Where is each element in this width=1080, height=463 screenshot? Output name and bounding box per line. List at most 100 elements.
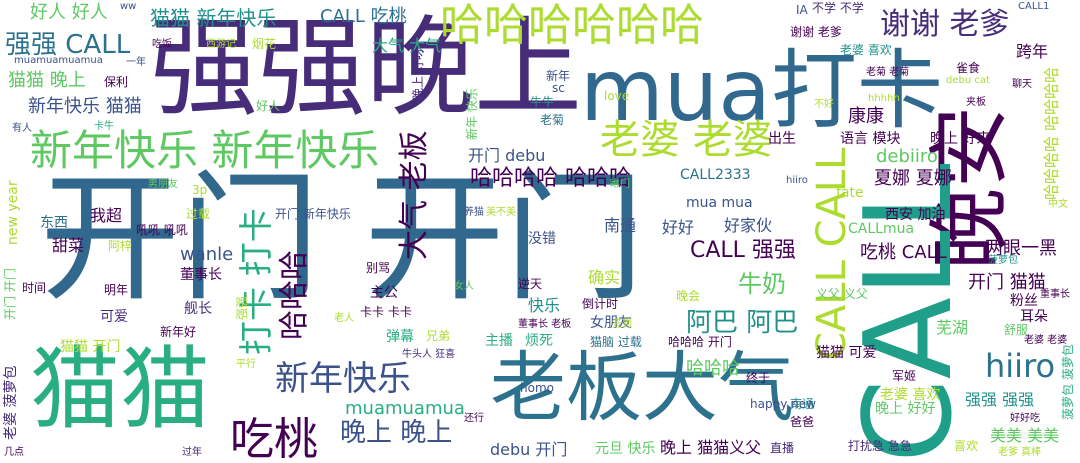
word-shufu: 舒服 bbox=[1004, 323, 1029, 337]
word-xiana: 夏娜 夏娜 bbox=[874, 168, 952, 189]
word-maonao: 猫脑 过载 bbox=[590, 335, 642, 349]
word-junji: 军姬 bbox=[892, 369, 917, 383]
word-kaimen-maomao: 开门 猫猫 bbox=[968, 272, 1046, 293]
word-daka: 打卡 打卡 bbox=[237, 208, 277, 355]
word-haohao: 好好 bbox=[662, 218, 695, 237]
word-hahahaha: 哈哈哈哈 哈哈哈 bbox=[470, 166, 631, 191]
word-wanle: wanle bbox=[180, 244, 234, 265]
word-xinnian-kuaile: 新年快乐 bbox=[275, 359, 411, 399]
word-tiancai: 甜菜 bbox=[52, 236, 85, 255]
word-fensi: 粉丝 bbox=[1010, 293, 1038, 309]
word-muamuamuamua: muamuamuamua bbox=[14, 55, 103, 66]
word-xinnian-v: 新年 快乐 bbox=[465, 88, 479, 140]
word-dongxi: 东西 bbox=[40, 215, 68, 231]
word-huanxing: 还行 bbox=[464, 413, 484, 424]
word-hhhhh: hhhhh bbox=[868, 93, 900, 104]
word-nantong2: 南通 bbox=[790, 397, 815, 411]
word-bobo2: 菠萝包 菠萝包 bbox=[1061, 344, 1075, 420]
word-mua-daka: mua打卡 bbox=[580, 41, 943, 141]
word-chifan: 吃饭 bbox=[152, 39, 172, 50]
word-chishu: 吼吼 吼吼 bbox=[136, 223, 188, 237]
word-xiyang: 西安 加油 bbox=[885, 207, 946, 223]
word-babalaba: 爸爸 bbox=[790, 415, 815, 429]
word-xinnian-1: 新年快乐 新年快乐 bbox=[30, 126, 380, 175]
word-kuaile: 快乐 bbox=[528, 296, 561, 315]
word-laodie: 老爹 真棒 bbox=[998, 447, 1042, 458]
word-huishang: 晚会 bbox=[676, 289, 701, 303]
word-hiiro: hiiro bbox=[985, 347, 1056, 385]
word-xihuan: 喜欢 bbox=[954, 439, 979, 453]
word-meimei: 美美 美美 bbox=[990, 426, 1060, 445]
word-niunai: 牛奶 bbox=[738, 270, 786, 298]
word-muamuamua: muamuamua bbox=[345, 398, 465, 419]
word-maomao-kaimen: 猫猫 开门 bbox=[60, 339, 121, 355]
word-queshi: 确实 bbox=[588, 268, 621, 287]
word-laopo-laopo: 老婆 老婆 bbox=[1024, 335, 1068, 346]
word-3p: 3p bbox=[192, 183, 208, 197]
word-call-chitao: CALL 吃桃 bbox=[320, 6, 407, 27]
word-hiiro-small: hiiro bbox=[786, 175, 808, 186]
word-nvpengyou: 女朋友 bbox=[590, 315, 632, 331]
word-maomao-xinnian: 猫猫 新年快乐 bbox=[150, 6, 277, 30]
word-kaimen: 开门 开门 bbox=[40, 158, 645, 321]
word-homo: homo bbox=[520, 381, 554, 395]
word-qiandao: 签到 bbox=[612, 319, 632, 330]
word-zhugong: 主公 bbox=[370, 285, 398, 301]
word-aba: 阿巴 阿巴 bbox=[686, 308, 799, 338]
word-mingnian: 明年 bbox=[104, 283, 129, 297]
word-pingxing: 平行 bbox=[236, 359, 256, 370]
word-kuanian: 跨年 bbox=[1016, 42, 1049, 61]
word-daqi-daqi: 大气 大气 bbox=[372, 36, 442, 55]
word-nitian: 逆天 bbox=[518, 277, 543, 291]
word-chitao: 吃桃 bbox=[230, 414, 318, 463]
word-qiangqiang: 强强晚上 bbox=[150, 6, 583, 131]
word-jianzhang: 舰长 bbox=[184, 301, 212, 317]
word-maomao-wanshang: 猫猫 晚上 bbox=[8, 70, 86, 91]
word-wanshang-v: 晚上 好呀 bbox=[411, 48, 425, 100]
word-dongshizhang: 董事长 bbox=[180, 267, 222, 283]
word-kaimen-xinnian: 开门 新年快乐 bbox=[275, 207, 351, 221]
word-aba2: 阿梓 bbox=[108, 239, 133, 253]
word-kaimen-v: 开门 开门 bbox=[3, 268, 17, 320]
word-xihuan-laopo: 老婆 喜欢 bbox=[840, 43, 892, 57]
word-nantong: 南通 bbox=[604, 216, 637, 235]
word-shijian: 时间 bbox=[22, 281, 47, 295]
word-hahaha-top: 哈哈哈哈哈哈 bbox=[440, 0, 704, 51]
word-hahaha-kaimen: 哈哈哈 开门 bbox=[668, 335, 732, 349]
word-call-qiangqiang: CALL 强强 bbox=[690, 238, 796, 263]
word-dashang: 打扰急 急急 bbox=[848, 439, 912, 453]
word-biema: 别骂 bbox=[366, 261, 391, 275]
word-youren: 有人 bbox=[12, 123, 32, 134]
word-mua-mua: mua mua bbox=[686, 195, 753, 211]
word-newyear-v: new year bbox=[5, 180, 21, 245]
word-erduo: 耳朵 bbox=[1020, 309, 1048, 325]
word-xinnianhao: 新年好 bbox=[160, 325, 197, 339]
word-xiyouji: 西游记 bbox=[206, 39, 236, 50]
word-wozhao: 我超 bbox=[90, 206, 123, 225]
word-yanhua: 烟花 bbox=[252, 37, 277, 51]
word-liaotian: 聊天 bbox=[1012, 79, 1032, 90]
word-yangmao: 养猫 bbox=[464, 207, 484, 218]
word-buxue: 不学 不学 bbox=[812, 1, 864, 15]
word-callcall: CALL CALL bbox=[809, 147, 855, 360]
word-call2333: CALL2333 bbox=[680, 167, 751, 183]
word-liangyan: 两眼一黑 bbox=[985, 238, 1057, 259]
word-wanshang-haohao: 晚上 好好 bbox=[875, 401, 936, 417]
word-kaimen-debu: 开门 debu bbox=[468, 146, 546, 165]
word-laopo-v: 老婆 菠萝包 bbox=[3, 365, 19, 440]
word-wanshang-maomao: 晚上 猫猫义父 bbox=[660, 438, 762, 457]
word-yifu: 义父 义父 bbox=[816, 287, 868, 301]
word-ww: ww bbox=[120, 1, 137, 12]
word-laoju: 老菊 bbox=[540, 113, 565, 127]
word-hahaha-v: 哈哈哈 bbox=[277, 250, 312, 340]
word-danmu: 弹幕 bbox=[386, 329, 414, 345]
word-debu-kaimen: debu 开门 bbox=[490, 440, 568, 459]
word-daoji: 倒计时 bbox=[582, 297, 619, 311]
word-xinnian-maomao: 新年快乐 猫猫 bbox=[28, 96, 142, 117]
word-zhibo: 直播 bbox=[770, 441, 795, 455]
word-keai: 可爱 bbox=[100, 309, 128, 325]
word-nanpengyou: 男朋友 bbox=[148, 179, 178, 190]
word-kaka: 卡卡 卡卡 bbox=[360, 305, 412, 319]
word-xiongdi: 兄弟 bbox=[426, 329, 451, 343]
word-yinian: 一年 bbox=[126, 57, 146, 68]
